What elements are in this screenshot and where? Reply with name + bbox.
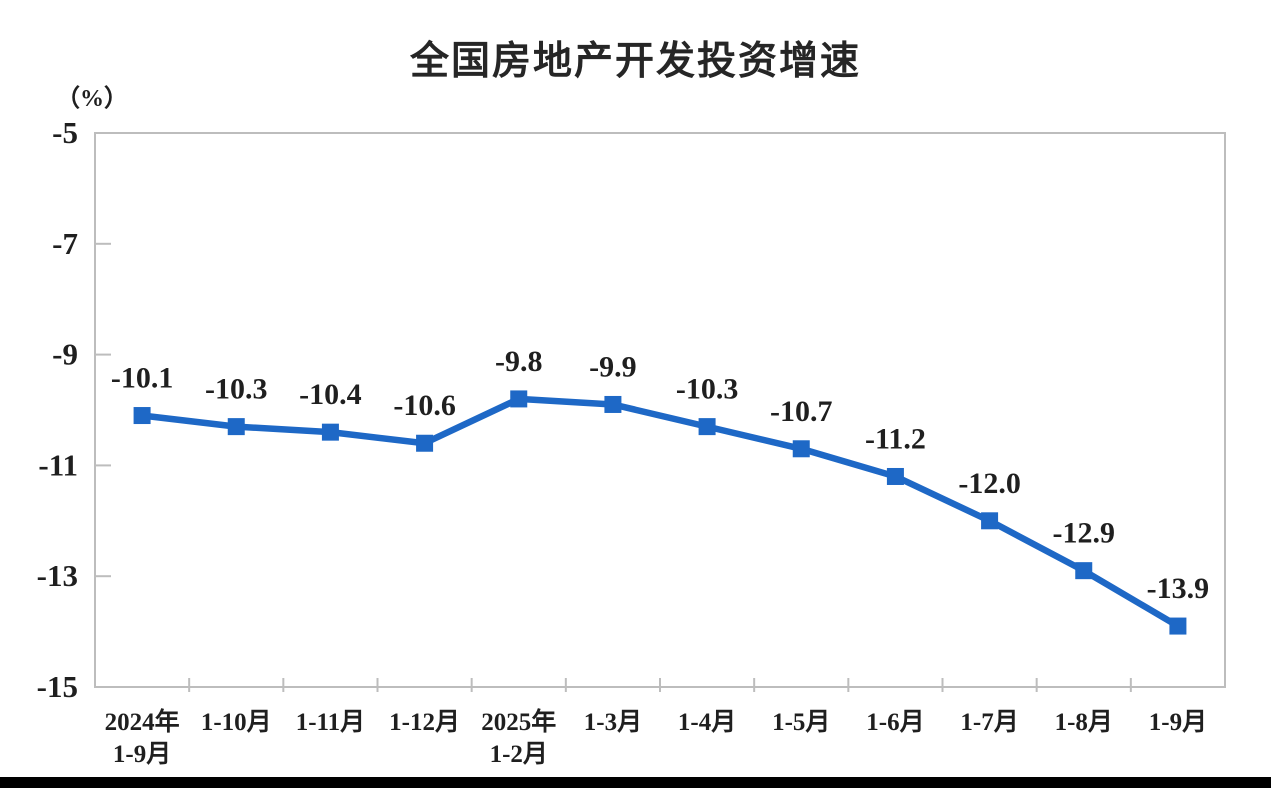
data-point-marker <box>510 390 528 408</box>
data-point-label: -9.8 <box>495 345 543 378</box>
data-point-marker <box>792 440 810 458</box>
data-point-label: -10.3 <box>676 373 739 406</box>
x-axis-category-label: 1-3月 <box>584 709 642 736</box>
y-axis-tick-label: -9 <box>52 337 78 372</box>
x-axis-category-label: 1-12月 <box>389 709 460 736</box>
y-axis-tick-label: -15 <box>37 669 78 704</box>
x-axis-category-label: 1-8月 <box>1055 709 1113 736</box>
bottom-divider-bar <box>0 777 1271 788</box>
x-axis-category-label: 1-9月 <box>1149 709 1207 736</box>
data-point-label: -10.1 <box>111 362 174 395</box>
data-point-marker <box>886 467 904 485</box>
y-axis-tick-label: -13 <box>37 558 78 593</box>
data-point-label: -12.9 <box>1053 517 1116 550</box>
data-point-label: -13.9 <box>1147 572 1210 605</box>
data-point-marker <box>604 395 622 413</box>
data-point-label: -10.4 <box>299 378 362 411</box>
y-axis-tick-label: -5 <box>52 115 78 150</box>
y-axis-tick-label: -7 <box>52 226 78 261</box>
data-point-marker <box>981 512 999 530</box>
data-point-marker <box>321 423 339 441</box>
data-point-label: -9.9 <box>589 350 637 383</box>
data-point-marker <box>1169 617 1187 635</box>
x-axis-category-label: 1-7月 <box>960 709 1018 736</box>
data-point-marker <box>227 418 245 436</box>
data-point-marker <box>698 418 716 436</box>
data-point-marker <box>416 434 434 452</box>
x-axis-category-label: 1-5月 <box>772 709 830 736</box>
data-point-marker <box>1075 562 1093 580</box>
chart-title: 全国房地产开发投资增速 <box>409 40 861 83</box>
y-axis-tick-label: -11 <box>38 447 78 482</box>
x-axis-category-label: 1-11月 <box>296 709 365 736</box>
x-axis-category-label: 1-10月 <box>201 709 272 736</box>
plot-area-border <box>94 132 1226 688</box>
x-axis-category-label: 1-4月 <box>678 709 736 736</box>
data-point-label: -10.6 <box>393 389 456 422</box>
data-point-label: -10.3 <box>205 373 268 406</box>
x-axis-category-label: 1-6月 <box>866 709 924 736</box>
x-axis-category-label: 2025年 1-2月 <box>481 707 556 768</box>
series-line <box>138 395 1182 630</box>
data-point-label: -10.7 <box>770 395 833 428</box>
data-point-label: -11.2 <box>865 422 926 455</box>
x-axis-category-label: 2024年 1-9月 <box>105 707 180 768</box>
data-point-marker <box>133 407 151 425</box>
data-point-label: -12.0 <box>958 467 1021 500</box>
y-axis-unit-label: （%） <box>56 86 128 112</box>
